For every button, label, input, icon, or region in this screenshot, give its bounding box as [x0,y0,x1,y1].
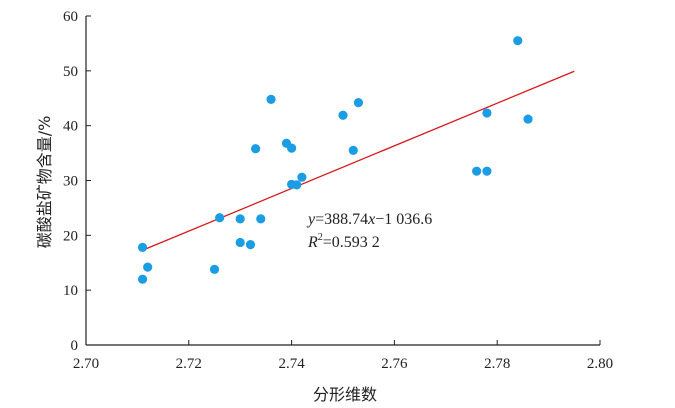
equation-label: y=388.74x−1 036.6 [306,211,432,228]
y-tick-label: 50 [63,64,78,80]
equation-coefficient: =388.74 [315,211,368,228]
data-point [482,108,492,118]
x-tick-label: 2.80 [587,356,613,372]
r-squared-value: =0.593 2 [323,234,380,251]
data-point [266,94,276,104]
data-point [215,213,225,223]
data-point [523,114,533,124]
y-tick-label: 40 [63,119,78,135]
y-tick-label: 0 [71,338,79,354]
y-tick-label: 10 [63,283,78,299]
regression-line [142,70,575,251]
data-point [137,274,148,284]
y-tick-label: 60 [63,9,78,25]
data-point [472,166,482,176]
data-point [353,98,364,108]
x-tick-label: 2.70 [73,356,99,372]
x-tick-label: 2.76 [381,356,408,372]
data-point [251,144,261,154]
x-axis-title: 分形维数 [313,385,377,404]
equation-x-var: x [367,211,375,228]
data-point [235,214,245,224]
y-tick-label: 20 [63,228,78,244]
data-point [137,242,148,252]
data-point [513,36,523,46]
data-point [256,214,266,224]
r-squared-superscript: 2 [318,232,323,243]
x-tick-label: 2.72 [176,356,202,372]
data-point [338,110,348,120]
data-point [209,264,220,274]
equation-y-var: y [306,211,316,228]
data-point [143,262,153,272]
data-points [137,36,533,284]
equation-intercept: −1 036.6 [375,211,432,228]
data-point [297,172,307,182]
data-point [235,237,245,248]
r-squared-symbol: R [307,234,318,251]
y-ticks: 0 10 20 30 40 50 60 [63,9,91,354]
y-axis-title: 碳酸盐矿物含量/% [35,116,54,249]
data-point [292,180,302,190]
data-point [287,143,297,153]
axes [85,16,600,346]
x-tick-label: 2.78 [484,356,510,372]
r-squared-label: R2=0.593 2 [307,232,380,251]
x-tick-label: 2.74 [278,356,305,372]
y-tick-label: 30 [63,174,78,190]
x-ticks: 2.70 2.72 2.74 2.76 2.78 2.80 [73,340,613,372]
data-point [482,166,492,176]
data-point [348,145,358,155]
data-point [245,240,256,250]
